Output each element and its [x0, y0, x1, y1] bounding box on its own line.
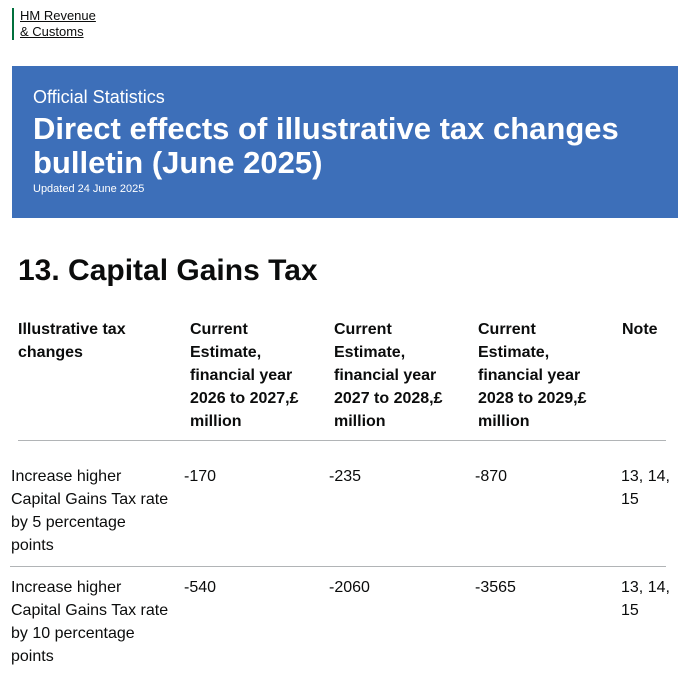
column-header: Note [622, 321, 658, 338]
kicker: Official Statistics [33, 87, 165, 107]
section-title: 13. Capital Gains Tax [18, 254, 318, 287]
table-cell: 13, 14, 15 [621, 579, 670, 619]
table-cell: -3565 [475, 579, 516, 596]
column-header: Illustrative tax changes [18, 321, 126, 361]
banner: Official Statistics Direct effects of il… [12, 66, 678, 218]
header-rule [18, 440, 666, 441]
table-cell: Increase higher Capital Gains Tax rate b… [11, 468, 169, 554]
column-header: Current Estimate, financial year 2026 to… [190, 321, 299, 430]
table-cell: -2060 [329, 579, 370, 596]
table-cell: -235 [329, 468, 362, 485]
row-rule [10, 566, 666, 567]
logo[interactable]: HM Revenue & Customs [12, 8, 96, 40]
table-cell: -170 [184, 468, 217, 485]
banner-title: Direct effects of illustrative tax chang… [33, 111, 619, 180]
table-cell: Increase higher Capital Gains Tax rate b… [11, 579, 169, 665]
table-cell: 13, 14, 15 [621, 468, 670, 508]
table-cell: -540 [184, 579, 217, 596]
table-cell: -870 [475, 468, 508, 485]
updated: Updated 24 June 2025 [33, 183, 145, 195]
column-header: Current Estimate, financial year 2028 to… [478, 321, 587, 430]
column-header: Current Estimate, financial year 2027 to… [334, 321, 443, 430]
logo-line: & Customs [20, 24, 84, 39]
logo-line: HM Revenue [20, 8, 96, 23]
